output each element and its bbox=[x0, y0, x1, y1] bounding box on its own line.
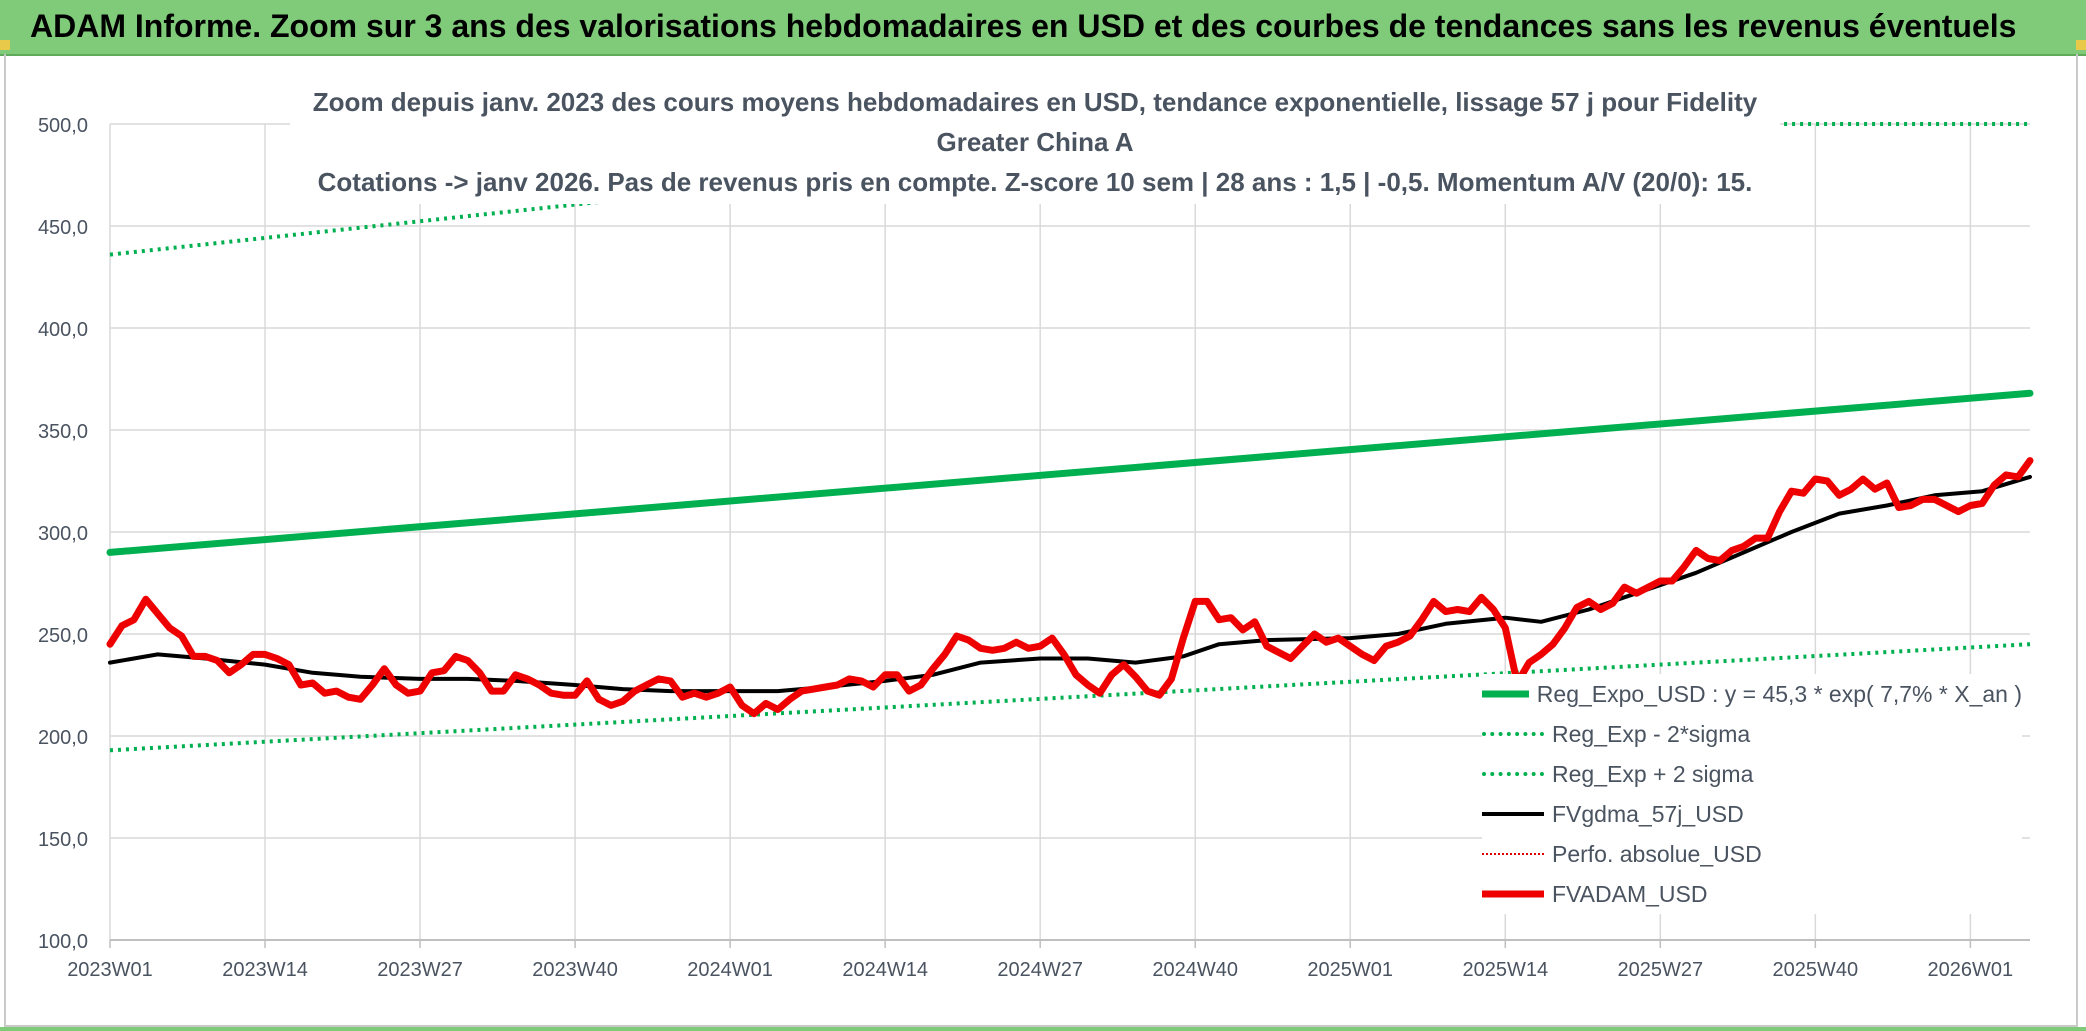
legend-swatch bbox=[1482, 884, 1544, 904]
legend-label: Reg_Exp + 2 sigma bbox=[1552, 760, 1754, 787]
legend-item: FVgdma_57j_USD bbox=[1482, 794, 2022, 834]
corner-mark-right bbox=[2076, 40, 2086, 50]
legend-label: Reg_Exp - 2*sigma bbox=[1552, 720, 1751, 747]
legend-item: Reg_Expo_USD : y = 45,3 * exp( 7,7% * X_… bbox=[1482, 674, 2022, 714]
x-tick-label: 2023W14 bbox=[222, 959, 308, 981]
x-tick-label: 2025W27 bbox=[1617, 959, 1703, 981]
y-tick-label: 500,0 bbox=[38, 115, 88, 137]
y-tick-label: 350,0 bbox=[38, 421, 88, 443]
x-tick-label: 2024W01 bbox=[687, 959, 773, 981]
y-tick-label: 250,0 bbox=[38, 625, 88, 647]
legend-label: Perfo. absolue_USD bbox=[1552, 840, 1762, 867]
legend-item: Reg_Exp - 2*sigma bbox=[1482, 714, 2022, 754]
y-tick-label: 100,0 bbox=[38, 931, 88, 953]
x-tick-label: 2024W27 bbox=[997, 959, 1083, 981]
report-banner: ADAM Informe. Zoom sur 3 ans des valoris… bbox=[0, 0, 2086, 56]
legend-item: FVADAM_USD bbox=[1482, 874, 2022, 914]
chart-title-line-1: Zoom depuis janv. 2023 des cours moyens … bbox=[312, 87, 1758, 157]
report-title: ADAM Informe. Zoom sur 3 ans des valoris… bbox=[30, 8, 2017, 44]
chart-axes: 100,0 150,0 200,0 250,0 300,0 350,0 400,0 450,0… bbox=[38, 115, 2030, 981]
y-tick-label: 200,0 bbox=[38, 727, 88, 749]
series-line-5 bbox=[106, 457, 2034, 718]
x-tick-label: 2025W40 bbox=[1773, 959, 1859, 981]
chart-legend: Reg_Expo_USD : y = 45,3 * exp( 7,7% * X_… bbox=[1482, 674, 2022, 914]
x-tick-label: 2025W01 bbox=[1307, 959, 1393, 981]
chart-frame bbox=[4, 54, 2078, 1027]
legend-swatch bbox=[1482, 844, 1544, 864]
series-line-1 bbox=[109, 642, 2031, 753]
bottom-band bbox=[0, 1027, 2086, 1031]
y-tick-label: 400,0 bbox=[38, 319, 88, 341]
x-tick-label: 2023W27 bbox=[377, 959, 463, 981]
corner-mark-left bbox=[0, 40, 10, 50]
legend-item: Reg_Exp + 2 sigma bbox=[1482, 754, 2022, 794]
x-tick-label: 2023W40 bbox=[532, 959, 618, 981]
series-line-3 bbox=[108, 474, 2032, 694]
legend-item: Perfo. absolue_USD bbox=[1482, 834, 2022, 874]
x-tick-label: 2026W01 bbox=[1928, 959, 2014, 981]
legend-swatch bbox=[1482, 764, 1544, 784]
chart-title: Zoom depuis janv. 2023 des cours moyens … bbox=[290, 80, 1780, 204]
x-tick-label: 2025W14 bbox=[1462, 959, 1548, 981]
y-tick-label: 300,0 bbox=[38, 523, 88, 545]
legend-swatch bbox=[1482, 804, 1544, 824]
legend-swatch bbox=[1482, 724, 1544, 744]
x-tick-label: 2024W14 bbox=[842, 959, 928, 981]
x-tick-label: 2023W01 bbox=[67, 959, 153, 981]
series-line-0 bbox=[106, 389, 2034, 556]
legend-label: FVgdma_57j_USD bbox=[1552, 800, 1744, 827]
legend-label: Reg_Expo_USD : y = 45,3 * exp( 7,7% * X_… bbox=[1536, 680, 2022, 707]
y-tick-label: 450,0 bbox=[38, 217, 88, 239]
y-tick-label: 150,0 bbox=[38, 829, 88, 851]
x-tick-label: 2024W40 bbox=[1152, 959, 1238, 981]
legend-label: FVADAM_USD bbox=[1552, 880, 1708, 907]
chart-series bbox=[106, 122, 2034, 753]
chart-title-line-2: Cotations -> janv 2026. Pas de revenus p… bbox=[317, 167, 1753, 197]
legend-swatch bbox=[1482, 684, 1529, 704]
